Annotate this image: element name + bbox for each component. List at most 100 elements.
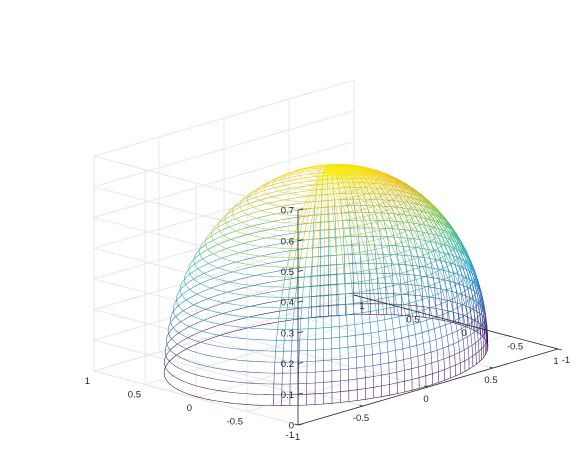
surface-meridian-segment bbox=[355, 218, 359, 227]
surface-meridian-segment bbox=[360, 174, 370, 178]
surface-meridian-segment bbox=[367, 301, 370, 312]
surface-meridian-segment bbox=[374, 244, 376, 255]
surface-meridian-segment bbox=[375, 268, 379, 279]
surface-meridian-segment bbox=[401, 181, 409, 187]
surface-meridian-segment bbox=[346, 325, 348, 337]
surface-meridian-segment bbox=[368, 169, 378, 173]
surface-meridian-segment bbox=[378, 173, 388, 178]
surface-meridian-segment bbox=[339, 206, 342, 214]
axes-frame bbox=[294, 208, 563, 426]
surface-meridian-segment bbox=[353, 253, 356, 263]
surface-meridian-segment bbox=[403, 190, 412, 197]
surface-meridian-segment bbox=[285, 307, 288, 319]
surface-meridian-segment bbox=[341, 176, 347, 181]
surface-meridian-segment bbox=[477, 279, 481, 290]
surface-meridian-segment bbox=[388, 362, 390, 374]
surface-meridian-segment bbox=[306, 201, 310, 209]
surface-meridian-segment bbox=[391, 318, 394, 329]
surface-meridian-segment bbox=[310, 201, 313, 209]
surface-meridian-segment bbox=[336, 264, 338, 275]
surface-meridian-segment bbox=[408, 209, 416, 217]
surface-meridian-segment bbox=[335, 246, 337, 256]
surface-meridian-segment bbox=[460, 294, 463, 305]
surface-meridian-segment bbox=[344, 175, 352, 180]
surface-meridian-segment bbox=[473, 332, 476, 344]
surface-meridian-segment bbox=[370, 206, 376, 215]
surface-meridian-segment bbox=[360, 169, 370, 171]
surface-meridian-segment bbox=[460, 258, 464, 268]
surface-meridian-segment bbox=[378, 177, 388, 182]
surface-meridian-segment bbox=[377, 189, 385, 195]
surface-meridian-segment bbox=[425, 220, 433, 229]
surface-meridian-segment bbox=[445, 301, 449, 313]
surface-meridian-segment bbox=[455, 260, 461, 270]
surface-meridian-segment bbox=[364, 280, 367, 291]
surface-meridian-segment bbox=[389, 255, 394, 265]
surface-meridian-segment bbox=[382, 199, 386, 207]
surface-meridian-segment bbox=[469, 271, 473, 282]
surface-meridian-segment bbox=[337, 165, 340, 167]
x-tick-label: 0.5 bbox=[484, 375, 497, 386]
surface-meridian-segment bbox=[364, 194, 370, 201]
surface-meridian-segment bbox=[323, 179, 325, 185]
surface-meridian-segment bbox=[398, 229, 402, 238]
surface-meridian-segment bbox=[486, 324, 488, 335]
surface-meridian-segment bbox=[367, 168, 376, 171]
surface-meridian-segment bbox=[292, 318, 294, 330]
surface-meridian-segment bbox=[341, 192, 345, 199]
surface-meridian-segment bbox=[321, 179, 323, 185]
surface-meridian-segment bbox=[316, 175, 321, 181]
surface-meridian-segment bbox=[401, 294, 404, 305]
surface-meridian-segment bbox=[405, 264, 408, 275]
surface-meridian-segment bbox=[457, 271, 462, 282]
surface-meridian-segment bbox=[343, 176, 350, 181]
surface-meridian-segment bbox=[424, 206, 430, 214]
surface-meridian-segment bbox=[377, 320, 379, 332]
surface-meridian-segment bbox=[426, 275, 431, 286]
surface-meridian-segment bbox=[374, 182, 383, 187]
surface-meridian-segment bbox=[391, 263, 393, 274]
surface-meridian-segment bbox=[349, 220, 351, 229]
surface-meridian-segment bbox=[403, 222, 410, 231]
surface-meridian-segment bbox=[328, 175, 331, 180]
y-tick-label: -1 bbox=[286, 430, 294, 441]
surface-meridian-segment bbox=[440, 303, 444, 315]
surface-meridian-segment bbox=[370, 174, 380, 178]
surface-meridian-segment bbox=[361, 169, 371, 172]
surface-meridian-segment bbox=[409, 260, 414, 270]
surface-meridian-segment bbox=[420, 196, 427, 203]
surface-meridian-segment bbox=[409, 197, 418, 204]
surface-meridian-segment bbox=[387, 180, 396, 186]
surface-meridian-segment bbox=[355, 335, 357, 347]
surface-meridian-segment bbox=[383, 219, 389, 228]
surface-meridian-segment bbox=[420, 234, 427, 244]
surface-meridian-segment bbox=[340, 199, 344, 206]
surface-meridian-segment bbox=[392, 189, 401, 195]
surface-meridian-segment bbox=[358, 199, 361, 206]
surface-meridian-segment bbox=[420, 275, 423, 286]
surface-meridian-segment bbox=[274, 362, 276, 374]
surface-meridian-segment bbox=[412, 187, 420, 194]
surface-meridian-segment bbox=[448, 222, 455, 232]
surface-meridian-segment bbox=[357, 176, 366, 180]
surface-meridian-segment bbox=[418, 311, 421, 323]
surface-meridian-segment bbox=[439, 212, 446, 221]
surface-meridian-segment bbox=[466, 313, 470, 325]
surface-meridian-segment bbox=[367, 178, 376, 183]
surface-meridian-segment bbox=[339, 172, 347, 176]
surface-meridian-segment bbox=[297, 215, 301, 224]
surface-meridian-segment bbox=[366, 186, 374, 192]
surface-meridian-segment bbox=[363, 187, 370, 193]
surface-meridian-segment bbox=[387, 176, 396, 181]
surface-meridian-segment bbox=[482, 335, 484, 347]
surface-meridian-segment bbox=[394, 216, 401, 224]
surface-meridian-segment bbox=[365, 251, 368, 261]
surface-meridian-segment bbox=[392, 228, 395, 238]
surface-meridian-segment bbox=[435, 259, 438, 270]
surface-meridian-segment bbox=[417, 236, 423, 246]
surface-meridian-segment bbox=[478, 286, 482, 298]
surface-meridian-segment bbox=[434, 250, 440, 260]
surface-meridian-segment bbox=[319, 179, 322, 185]
surface-meridian-segment bbox=[397, 205, 404, 213]
surface-meridian-segment bbox=[467, 287, 470, 298]
